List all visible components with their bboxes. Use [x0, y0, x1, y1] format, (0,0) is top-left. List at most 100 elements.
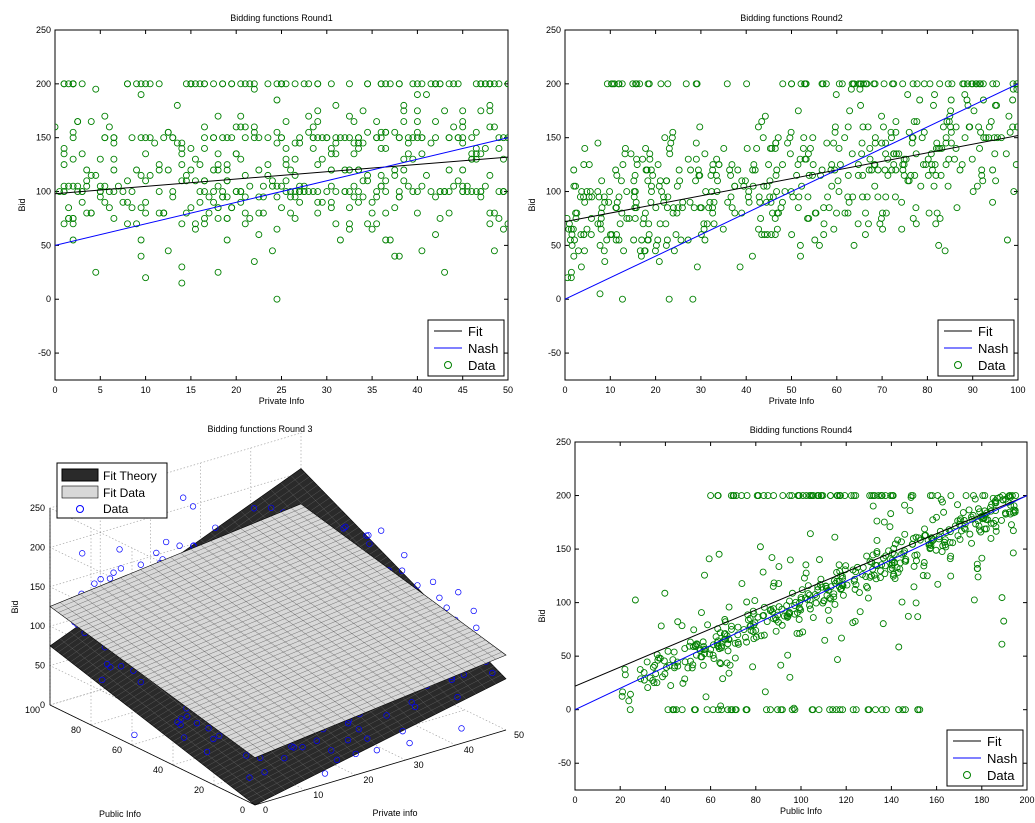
data-point [831, 600, 839, 608]
data-point [332, 188, 340, 195]
data-point [651, 247, 659, 255]
data-point [715, 550, 723, 558]
y-tick-label: 80 [71, 725, 81, 735]
data-point [728, 204, 736, 212]
data-point [831, 123, 839, 131]
data-point [413, 118, 421, 125]
data-point [570, 252, 578, 260]
data-point [913, 118, 921, 125]
data-point [691, 706, 699, 714]
data-point [730, 492, 738, 499]
data-point [690, 204, 698, 212]
data-point [824, 193, 832, 201]
data-point [278, 134, 285, 142]
data-point [328, 747, 335, 754]
data-point [788, 231, 796, 239]
data-point [975, 522, 983, 530]
legend: Fit Theory Fit Data Data [56, 462, 168, 519]
data-point [305, 80, 313, 88]
data-point [414, 582, 421, 589]
mesh-line [238, 642, 490, 746]
data-point [856, 589, 863, 596]
data-point [698, 609, 705, 617]
data-point [404, 150, 412, 158]
data-point [847, 85, 855, 93]
data-point [597, 209, 605, 217]
x-tick-label: 40 [412, 385, 422, 395]
data-point [816, 556, 823, 564]
data-point [196, 188, 204, 195]
data-point [401, 551, 408, 559]
data-point [743, 598, 751, 606]
data-point [684, 155, 692, 163]
data-point [738, 209, 746, 217]
data-point [970, 107, 978, 115]
data-point [404, 134, 412, 142]
data-point [60, 161, 68, 169]
data-point [399, 728, 406, 735]
data-point [773, 225, 781, 233]
data-point [618, 209, 626, 217]
data-point [364, 177, 372, 185]
data-point [486, 80, 494, 88]
data-point [815, 241, 823, 249]
data-point [105, 123, 113, 131]
data-point [296, 198, 304, 206]
data-point [682, 80, 690, 88]
y-tick-label: 200 [546, 79, 561, 89]
data-point [418, 134, 426, 142]
data-point [767, 231, 775, 239]
data-point [377, 134, 385, 142]
data-point [884, 171, 892, 179]
data-point [273, 80, 281, 88]
x-tick-label: 0 [52, 385, 57, 395]
data-point [436, 80, 444, 88]
data-point [837, 492, 844, 499]
data-point [459, 166, 467, 174]
data-point [400, 118, 408, 125]
data-point [644, 684, 652, 692]
data-point [895, 706, 903, 714]
data-point [745, 198, 753, 206]
data-point [939, 123, 947, 131]
data-point [572, 215, 580, 222]
x-tick-label: 30 [414, 760, 424, 770]
data-point [871, 182, 879, 190]
data-point [848, 80, 856, 88]
data-point [939, 498, 946, 506]
data-point [898, 538, 905, 546]
data-point [616, 220, 624, 228]
data-point [879, 554, 887, 562]
data-point [812, 599, 820, 607]
y-tick-label: 50 [41, 240, 51, 250]
data-point [246, 182, 254, 190]
data-point [718, 644, 725, 652]
data-point [674, 204, 682, 212]
data-point [477, 188, 485, 195]
data-point [458, 725, 465, 732]
mesh-line [144, 573, 396, 677]
data-point [629, 80, 637, 88]
y-tick-label: 150 [546, 133, 561, 143]
legend-label: Nash [468, 341, 498, 356]
data-point [830, 139, 838, 147]
data-point [947, 139, 955, 147]
data-point [169, 134, 177, 142]
data-point [1002, 150, 1010, 158]
mesh-line [103, 543, 355, 647]
data-point [732, 492, 740, 499]
data-point [282, 118, 290, 125]
data-point [432, 231, 439, 239]
data-point [1009, 80, 1017, 88]
data-point [786, 673, 794, 681]
x-tick-label: 20 [363, 775, 373, 785]
data-point [327, 145, 335, 152]
data-point [942, 543, 950, 551]
data-point [931, 91, 938, 99]
data-point [906, 507, 914, 514]
data-point [423, 91, 430, 99]
data-point [78, 198, 86, 206]
data-point [644, 177, 652, 185]
data-point [898, 198, 906, 206]
data-point [137, 171, 145, 179]
